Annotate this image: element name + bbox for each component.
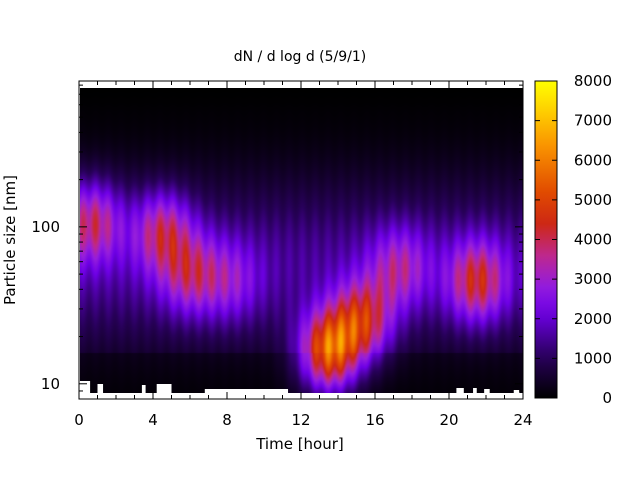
x-tick-label: 12 — [291, 411, 310, 429]
missing-data-gap — [141, 385, 146, 393]
colorbar-tick-label: 2000 — [574, 310, 612, 328]
missing-data-gap — [204, 389, 289, 393]
colorbar-tick-label: 4000 — [574, 231, 612, 249]
y-axis-ticks: 10 100 — [31, 84, 523, 400]
missing-data-gap — [456, 388, 464, 393]
x-tick-label: 8 — [222, 411, 232, 429]
missing-data-gap — [513, 390, 520, 393]
y-tick-label: 100 — [31, 218, 60, 236]
colorbar-tick-label: 1000 — [574, 349, 612, 367]
missing-data-gap — [156, 384, 172, 393]
x-tick-label: 0 — [74, 411, 84, 429]
x-tick-label: 24 — [513, 411, 532, 429]
colorbar-tick-label: 5000 — [574, 191, 612, 209]
y-tick-label: 10 — [41, 375, 60, 393]
x-tick-label: 20 — [439, 411, 458, 429]
colorbar-tick-label: 6000 — [574, 151, 612, 169]
missing-data-gap — [473, 388, 477, 393]
chart-title: dN / d log d (5/9/1) — [234, 49, 367, 65]
colorbar-tick-label: 8000 — [574, 72, 612, 90]
heatmap-image — [80, 88, 523, 393]
colorbar-tick-label: 0 — [602, 389, 612, 407]
y-axis-label: Particle size [nm] — [1, 175, 19, 305]
missing-data-gaps — [79, 381, 520, 393]
missing-data-gap — [79, 381, 91, 393]
colorbar-tick-label: 7000 — [574, 112, 612, 130]
colorbar-ticks: 0 1000 2000 3000 4000 5000 6000 7000 8000 — [535, 72, 612, 407]
x-axis-label: Time [hour] — [255, 435, 344, 453]
x-tick-label: 4 — [148, 411, 158, 429]
missing-data-gap — [97, 384, 104, 393]
x-axis-ticks: 0 4 8 12 16 20 24 — [74, 81, 533, 429]
missing-data-gap — [484, 389, 490, 393]
colorbar-tick-label: 3000 — [574, 270, 612, 288]
x-tick-label: 16 — [365, 411, 384, 429]
